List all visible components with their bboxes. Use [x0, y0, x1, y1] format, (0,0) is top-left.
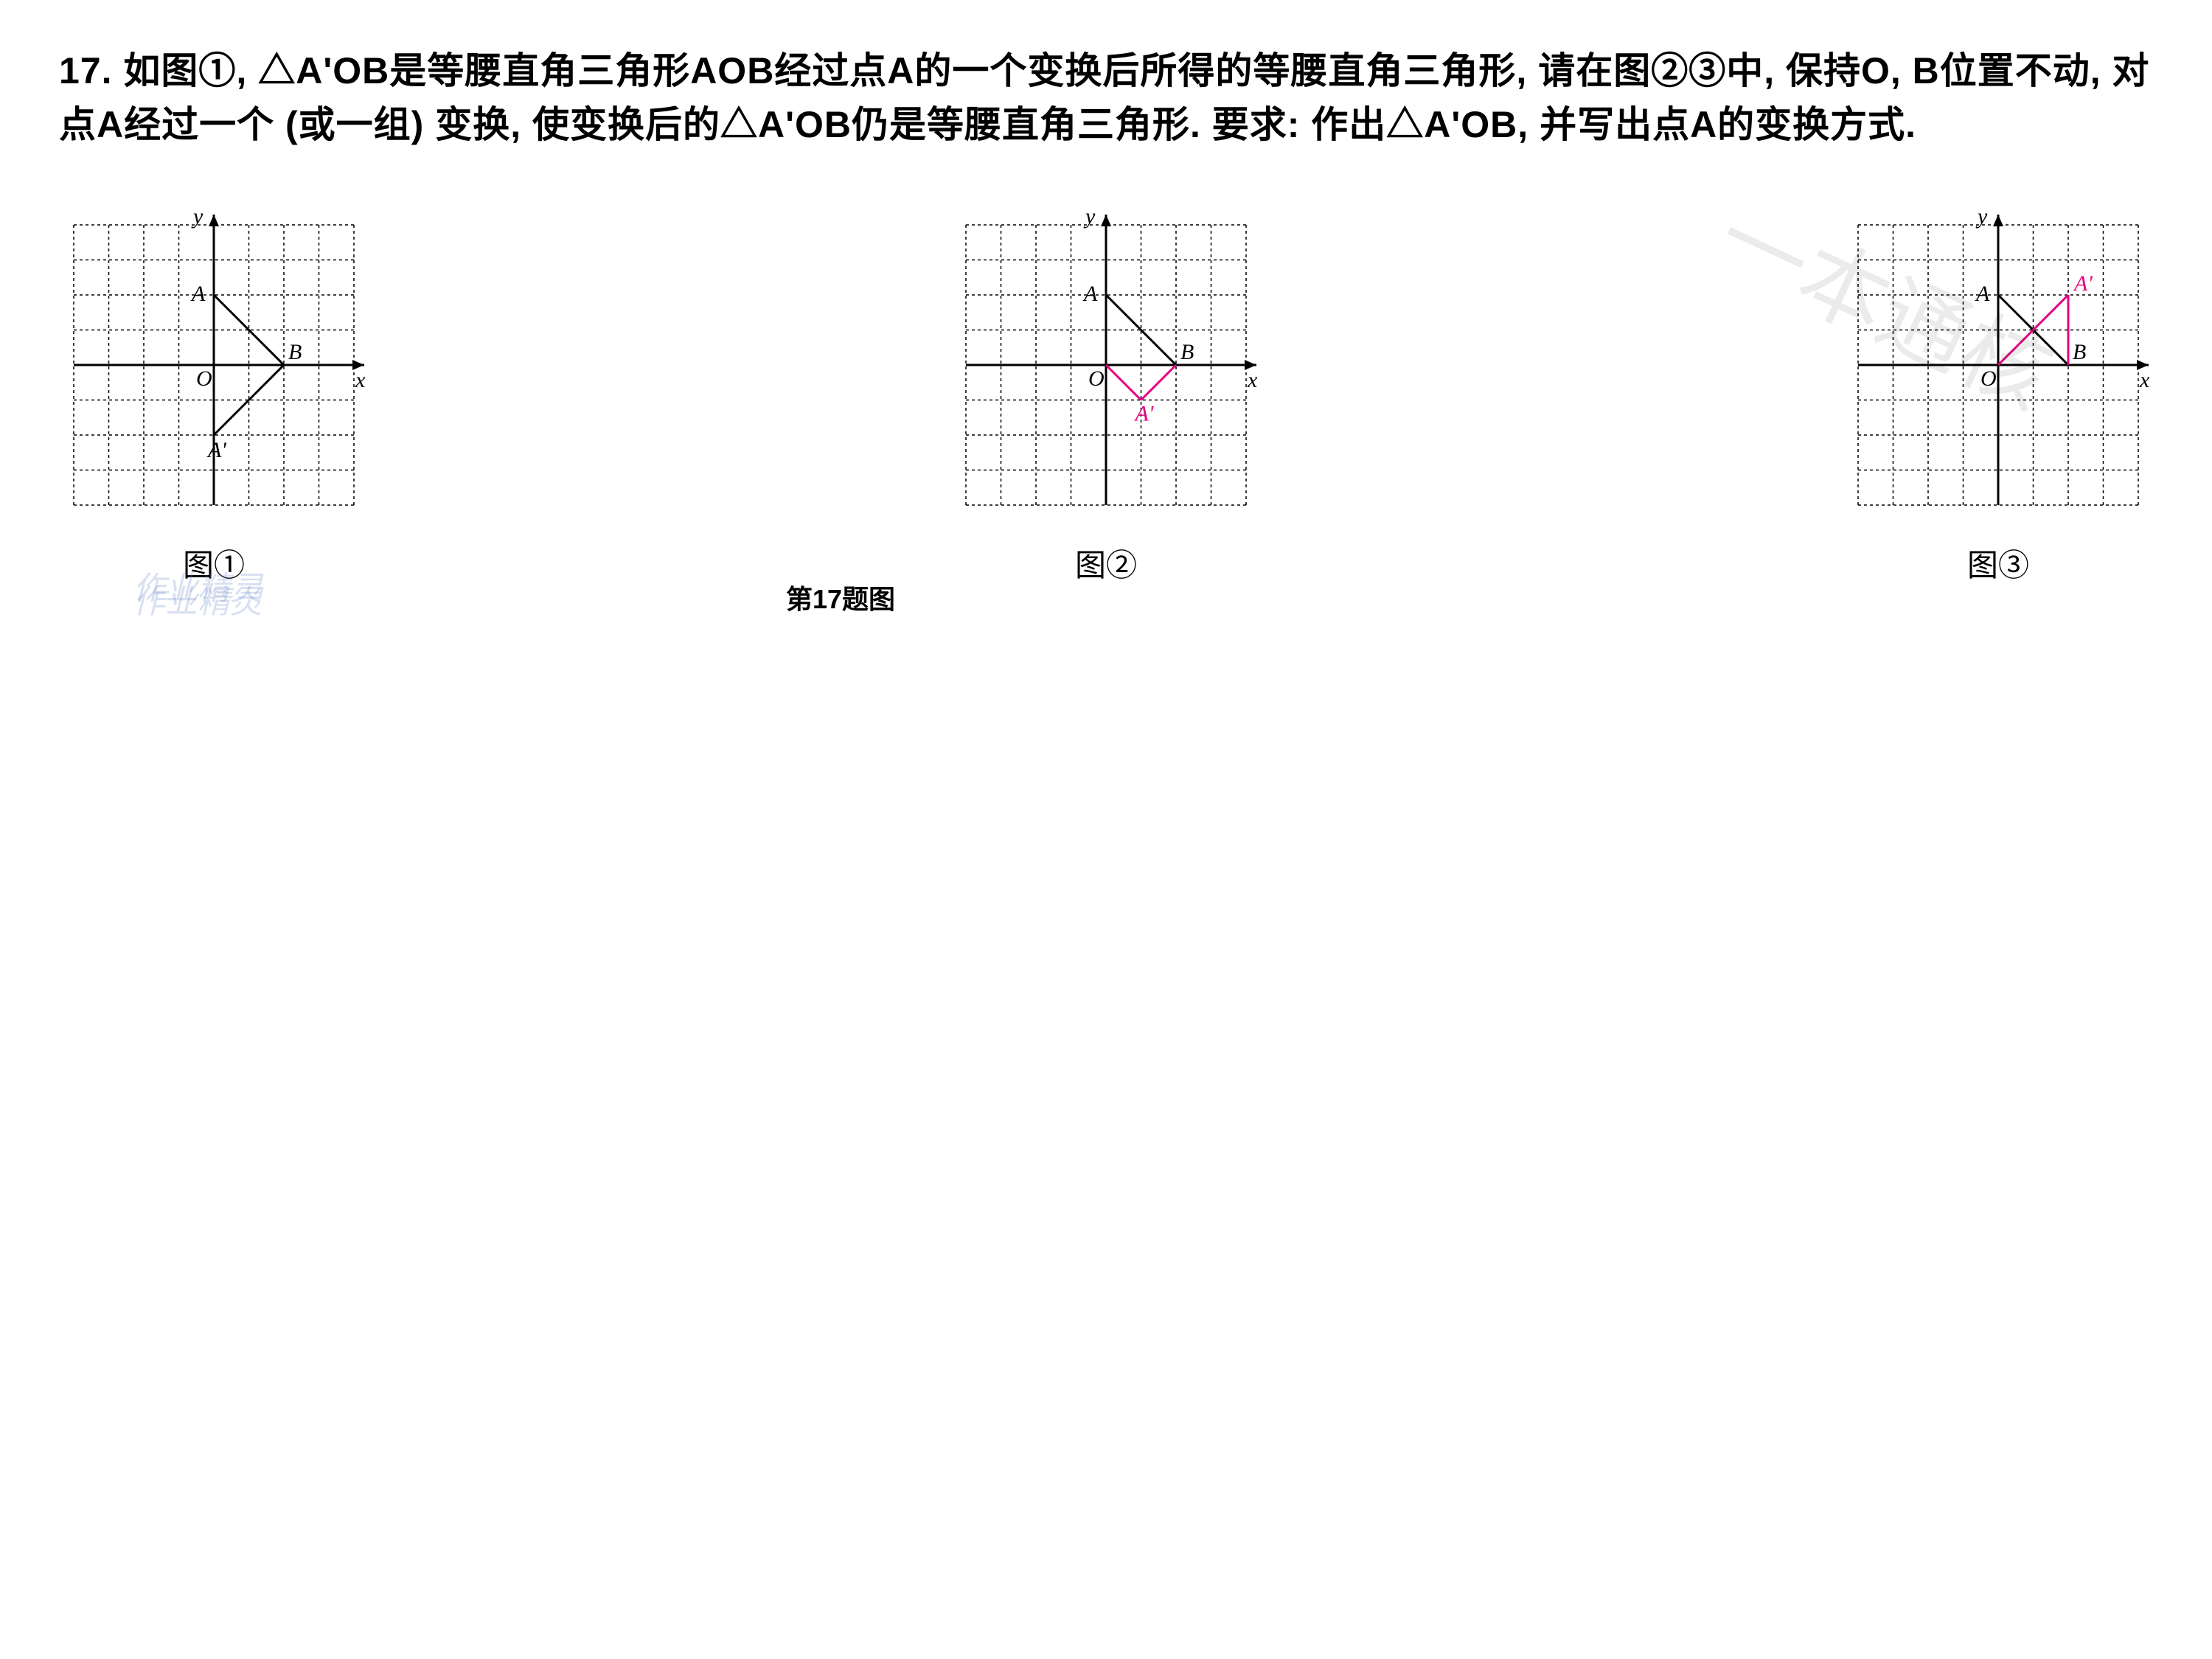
svg-text:O: O: [1088, 366, 1105, 391]
figure-1-svg: x y O A B A': [59, 210, 369, 520]
svg-text:B: B: [2073, 340, 2086, 364]
figure-2-label: 图②: [1075, 540, 1137, 585]
svg-text:B: B: [1180, 340, 1194, 364]
svg-text:B: B: [288, 340, 302, 364]
figure-1: x y O A B A' 图①: [59, 210, 369, 585]
svg-text:x: x: [2139, 368, 2150, 392]
svg-text:x: x: [1247, 368, 1258, 392]
svg-text:A': A': [2073, 271, 2093, 296]
svg-text:y: y: [191, 210, 204, 229]
figure-2-svg: x y O A B A': [951, 210, 1261, 520]
svg-text:O: O: [196, 366, 212, 391]
figure-3: x y O A B A' 图③: [1843, 210, 2153, 585]
svg-text:A: A: [1975, 282, 1990, 306]
figure-2: x y O A B A' 图②: [951, 210, 1261, 585]
svg-text:A: A: [1082, 282, 1098, 306]
figure-3-svg: x y O A B A': [1843, 210, 2153, 520]
figures-row: x y O A B A' 图① x y O A B A' 图② x y O A B A' 图③: [59, 210, 2153, 585]
svg-text:A: A: [190, 282, 206, 306]
figure-3-label: 图③: [1967, 540, 2029, 585]
figure-caption: 第17题图: [786, 578, 895, 616]
svg-text:y: y: [1083, 210, 1096, 229]
svg-text:O: O: [1980, 366, 1997, 391]
figure-1-label: 图①: [183, 540, 245, 585]
question-text: 17. 如图①, △A'OB是等腰直角三角形AOB经过点A的一个变换后所得的等腰…: [59, 44, 2153, 151]
svg-text:x: x: [355, 368, 366, 392]
svg-text:y: y: [1975, 210, 1988, 229]
svg-text:A': A': [1134, 402, 1154, 426]
question-number: 17.: [59, 50, 113, 91]
question-body: 如图①, △A'OB是等腰直角三角形AOB经过点A的一个变换后所得的等腰直角三角…: [59, 50, 2150, 145]
svg-text:A': A': [206, 438, 226, 462]
